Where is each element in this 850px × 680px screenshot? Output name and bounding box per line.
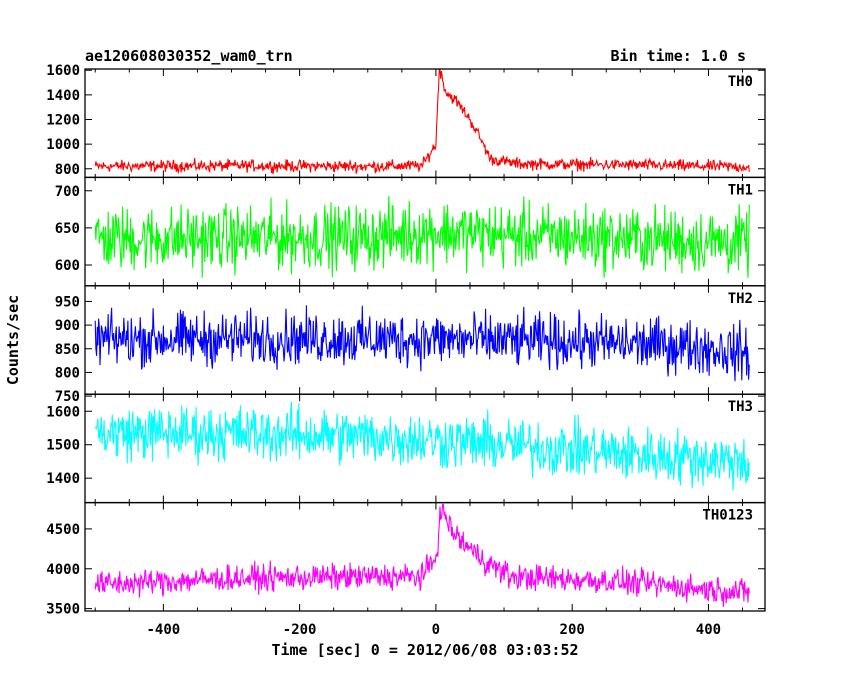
y-tick-label: 4000 [46,562,80,578]
panel-th0123: 3500 4000 4500 TH0123 [46,501,766,618]
bin-time-label: Bin time: 1.0 s [611,47,746,65]
y-tick-label: 650 [55,221,80,237]
y-tick-label: 1600 [46,63,80,79]
y-tick-label: 800 [55,365,80,381]
x-axis-title: Time [sec] 0 = 2012/06/08 03:03:52 [271,641,578,659]
series-th0-line [94,69,750,175]
y-tick-label: 1000 [46,137,80,153]
x-tick-label: 400 [696,622,721,638]
y-tick-label: 950 [55,294,80,310]
panel-stack: 800 1000 1200 1400 1600 TH0 600 650 700 TH1 750 800… [46,63,766,638]
y-tick-label: 800 [55,162,80,178]
panel-th2: 750 800 850 900 950 TH2 [55,285,766,405]
panel-th0: 800 1000 1200 1400 1600 TH0 [46,63,766,179]
x-tick-label: -400 [146,622,180,638]
y-tick-label: 1600 [46,404,80,420]
panel-label-th3: TH3 [728,399,753,415]
x-tick-label: -200 [283,622,317,638]
panel-label-th0123: TH0123 [702,508,753,524]
y-tick-label: 3500 [46,602,80,618]
y-tick-label: 750 [55,389,80,405]
chart-title: ae120608030352_wam0_trn [85,47,293,65]
y-tick-label: 1500 [46,438,80,454]
y-tick-label: 1200 [46,113,80,129]
series-th3-line [94,401,750,491]
panel-frame [84,501,766,612]
y-tick-label: 4500 [46,522,80,538]
panel-th3: 1400 1500 1600 TH3 [46,393,766,504]
panel-label-th1: TH1 [728,182,753,198]
y-tick-label: 1400 [46,88,80,104]
y-tick-label: 900 [55,318,80,334]
y-tick-label: 600 [55,258,80,274]
x-tick-label: 200 [560,622,585,638]
series-th1-line [94,195,750,278]
y-tick-label: 700 [55,184,80,200]
series-th0123-line [94,503,750,607]
x-tick-label: 0 [432,622,440,638]
panel-th1: 600 650 700 TH1 [55,176,766,287]
y-axis-title: Counts/sec [4,295,22,385]
series-th2-line [94,305,750,382]
y-tick-label: 850 [55,342,80,358]
panel-label-th0: TH0 [728,74,753,90]
y-tick-label: 1400 [46,471,80,487]
panel-label-th2: TH2 [728,291,753,307]
